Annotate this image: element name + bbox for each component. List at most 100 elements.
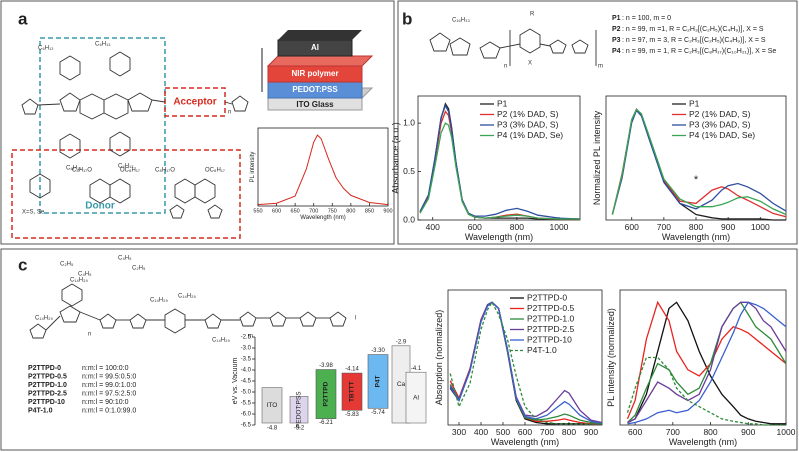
y-tick-label: -3.0 [241,346,252,352]
polymer-name: P3 [612,37,621,44]
side-chain: C₆H₁₃ [66,166,82,172]
energy-value-label: -3.98 [319,363,333,369]
data-line [611,109,787,215]
energy-value-label: -5.83 [345,412,359,418]
polymer-description: : n = 100, m = 0 [622,15,671,22]
side-chain: C₆H₁₃ [95,42,111,48]
side-chain: C₄H₉ [118,256,132,262]
legend-label: P2 (1% DAD, S) [497,109,559,119]
y-axis-label: PL intensity [250,152,256,183]
acceptor-label: Acceptor [173,97,216,108]
y-tick-label: -5.0 [241,390,252,396]
plot-frame [257,127,389,207]
acceptor-structures [29,173,223,219]
y-axis-label: Absorption (normalized) [434,310,444,406]
device-layer: PEDOT:PSS [292,85,338,94]
x-axis-label: Wavelength (nm) [465,232,533,242]
energy-value-label: -3.30 [371,348,385,354]
energy-value-label: -5.2 [294,426,305,432]
data-line [449,301,603,425]
composition-ratio: n:m:l = 0:1.0:99.0 [82,407,136,414]
x-axis-label: Wavelength (nm) [300,215,345,221]
donor-structure [21,51,249,159]
x-tick-label: 700 [540,427,554,437]
panel-label: c [18,255,27,274]
y-axis-label: Normalized PL intensity [592,110,602,205]
panel-label: b [402,9,412,28]
r-group: R [530,12,535,18]
energy-level-bar [341,372,363,411]
alkoxy: C₈H₁₇O [72,168,92,174]
alkoxy: OC₈H₁₇ [120,168,140,174]
legend-label: P4 (1% DAD, Se) [497,130,563,140]
x-tick-label: 650 [291,208,300,214]
composition-ratio: n:m:l = 99.5:0.5:0 [82,373,136,380]
x-tick-label: 1000 [550,222,569,232]
y-tick-label: -6.5 [241,423,252,429]
side-chain: C₁₄H₂₉ [212,338,230,344]
chart: 300 400 500 600 700 800 900 Wavelength (nm) Abso… [434,289,603,447]
x-tick-label: 600 [628,427,642,437]
repeat-label: m [248,334,253,340]
side-chain: C₁₄H₂₉ [178,294,196,300]
repeat-label: l [355,316,356,322]
polymer-description: : n = 99, m = 1, R = C₂H₃[(C₈H₁₇)(C₁₀H₂₁… [622,48,776,55]
composition-ratio: n:m:l = 100:0:0 [82,365,129,372]
composition-name: P2TTPD-0.5 [28,373,67,380]
x-note: X=S, Se [22,210,45,216]
x-tick-label: 1000 [751,222,770,232]
alkoxy: OC₈H₁₇ [205,168,225,174]
donor-box [39,37,166,214]
x-tick-label: 700 [309,208,318,214]
composition-name: P2TTPD-2.5 [28,390,67,397]
x-tick-label: 800 [703,427,717,437]
repeat-label: n [228,110,231,116]
chart: 400 600 800 1000 0.0 0.5 1.0 Wavelength (nm) Abs… [390,95,581,242]
x-tick-label: 550 [253,208,262,214]
composition-name: P4T-1.0 [28,407,53,414]
panel-frame [0,0,395,245]
legend-label: P4T-1.0 [527,345,557,355]
x-tick-label: 700 [666,427,680,437]
energy-value-label: -4.14 [345,367,359,373]
side-chain: C₆H₁₃ [118,164,134,170]
y-tick-label: -4.0 [241,368,252,374]
panel-label: a [18,9,28,28]
x-tick-label: 800 [689,222,703,232]
data-line [627,301,787,425]
energy-level-bar [367,354,389,409]
energy-value-label: -4.8 [267,426,278,432]
electrode-level [289,396,309,424]
data-line [449,300,602,425]
y-axis-label: PL intensity (normalized) [606,308,616,407]
electrode-level [405,371,427,424]
repeat-label: n [88,332,91,338]
device-layer: Al [311,43,319,52]
x-tick-label: 900 [721,222,735,232]
material-name: Ca [397,381,406,388]
y-tick-label: 0.5 [403,166,415,176]
annotation: * [694,174,699,186]
alkoxy: C₈H₁₇O [155,168,175,174]
data-line [627,301,787,424]
side-chains: C₂H₅C₄H₉C₄H₉C₂H₅C₁₄H₂₉C₁₄H₂₉C₁₄H₂₉C₁₄H₂₉… [35,256,356,344]
legend-label: P1 [497,98,508,108]
x-tick-label: 900 [584,427,598,437]
electrode-level [261,387,283,424]
legend-label: P2TTPD-0.5 [527,303,575,313]
device-layer: ITO Glass [296,100,334,109]
y-tick-label: -4.5 [241,379,252,385]
energy-value-label: -5.74 [371,410,385,416]
data-line [257,134,389,206]
data-line [419,122,580,220]
x-tick-label: 800 [346,208,355,214]
data-line [626,300,787,420]
y-tick-label: 0.0 [403,214,415,224]
y-axis-label: Absorbance (a.u.) [390,122,400,194]
energy-value-label: -4.1 [411,366,422,372]
composition-ratio: n:m:l = 97.5:2.5:0 [82,390,136,397]
copolymer-structure [29,283,347,339]
chart: -2.5 -3.0 -3.5 -4.0 -4.5 -5.0 -5.5 -6.0 -6.5 eV v… [232,335,427,432]
